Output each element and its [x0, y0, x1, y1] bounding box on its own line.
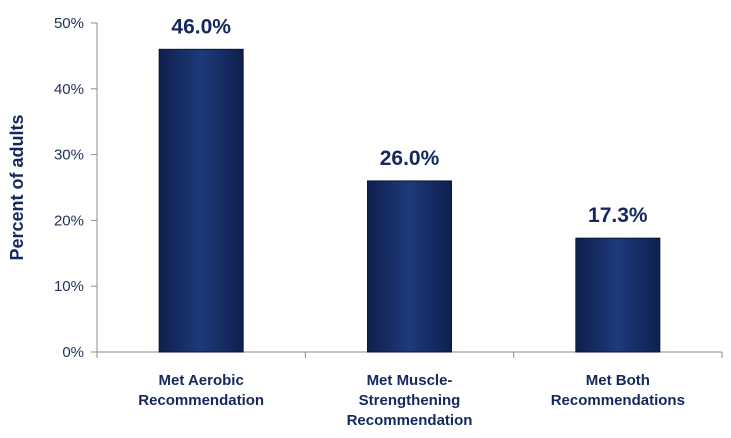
x-tick-label: Met Aerobic Recommendation — [138, 372, 264, 409]
bar — [575, 237, 661, 353]
x-tick-label-line: Recommendation — [138, 392, 264, 409]
y-axis-title: Percent of adults — [7, 114, 27, 260]
y-tick-label: 50% — [54, 15, 84, 32]
x-tick-label-line: Met Both — [586, 372, 650, 389]
x-axis: Met Aerobic Recommendation Met Muscle- Stre… — [96, 351, 723, 429]
bar-data-label: 26.0% — [380, 147, 440, 170]
bar — [158, 48, 244, 353]
bar — [367, 180, 452, 353]
x-tick-label-line: Met Aerobic — [159, 372, 244, 389]
x-tick-label-line: Strengthening — [359, 392, 461, 409]
bar-data-label: 17.3% — [588, 204, 648, 227]
x-tick-label-line: Met Muscle- — [367, 372, 453, 389]
y-axis: 0% 10% 20% 30% 40% 50% — [54, 15, 98, 361]
x-tick-label-line: Recommendations — [551, 392, 685, 409]
bar-data-label: 46.0% — [171, 15, 231, 38]
x-tick-label-line: Recommendation — [347, 412, 473, 429]
y-tick-label: 0% — [62, 344, 84, 361]
y-tick-label: 10% — [54, 278, 84, 295]
data-labels: 46.0% 26.0% 17.3% — [171, 15, 648, 227]
y-tick-label: 40% — [54, 81, 84, 98]
y-tick-label: 30% — [54, 147, 84, 164]
x-tick-label: Met Both Recommendations — [551, 372, 685, 409]
x-tick-label: Met Muscle- Strengthening Recommendation — [347, 372, 473, 429]
y-tick-label: 20% — [54, 212, 84, 229]
bars — [158, 48, 661, 353]
